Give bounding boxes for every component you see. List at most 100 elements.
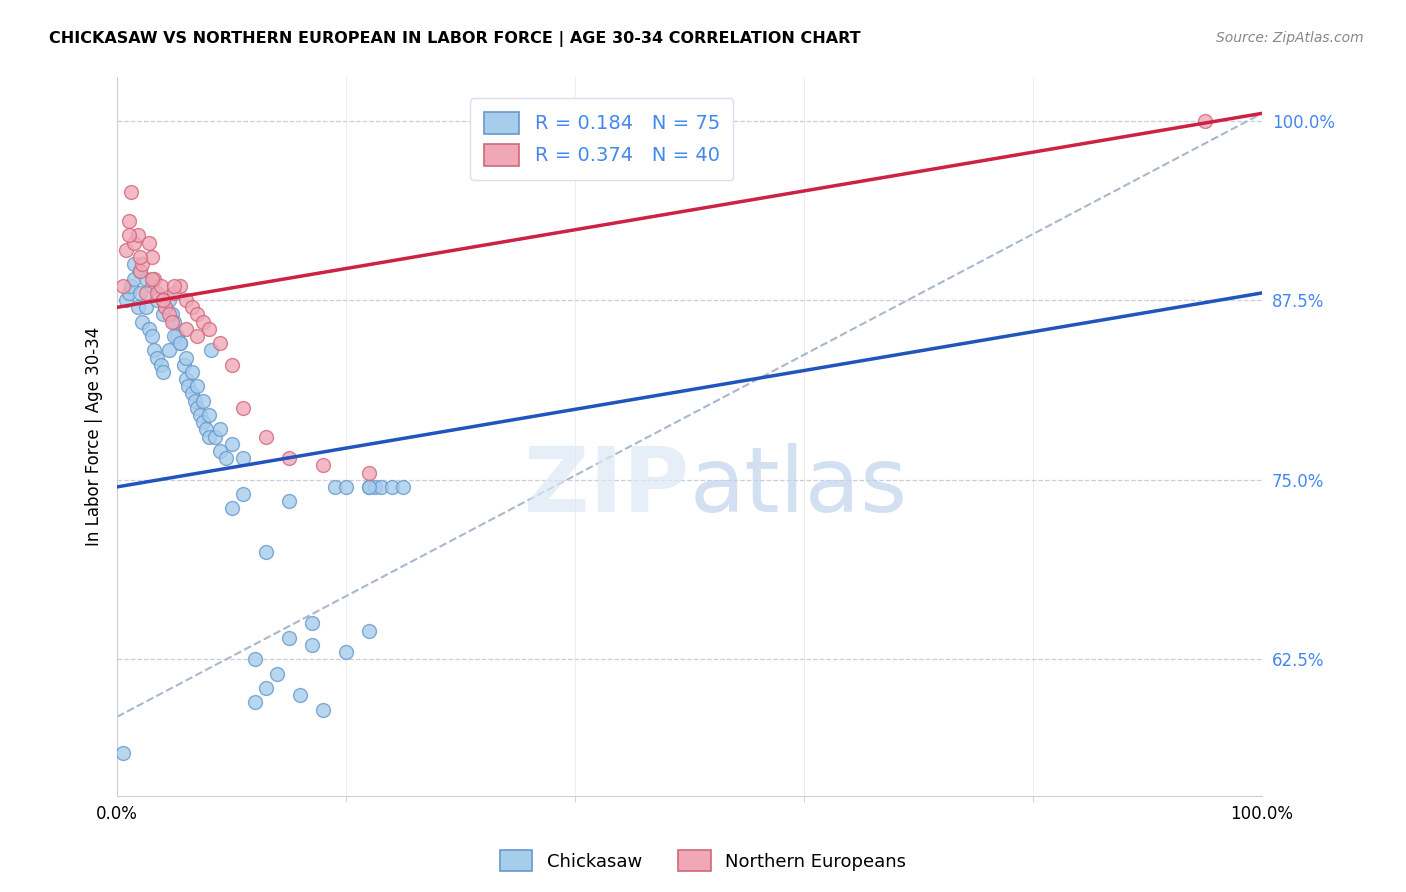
Point <box>266 666 288 681</box>
Point <box>155 301 177 315</box>
Point <box>301 616 323 631</box>
Point <box>209 444 232 458</box>
Point <box>301 638 323 652</box>
Point <box>127 301 149 315</box>
Point <box>117 228 139 243</box>
Point <box>135 285 157 300</box>
Point <box>277 451 299 466</box>
Point <box>169 336 191 351</box>
Point <box>129 264 152 278</box>
Point <box>157 308 180 322</box>
Point <box>186 308 208 322</box>
Point <box>124 257 146 271</box>
Point <box>323 480 346 494</box>
Point <box>357 480 380 494</box>
Point <box>357 480 380 494</box>
Point <box>146 351 169 365</box>
Point <box>129 250 152 264</box>
Point <box>163 329 186 343</box>
Point <box>160 308 183 322</box>
Point <box>163 278 186 293</box>
Point <box>117 214 139 228</box>
Point <box>141 278 163 293</box>
Legend: R = 0.184   N = 75, R = 0.374   N = 40: R = 0.184 N = 75, R = 0.374 N = 40 <box>471 98 734 180</box>
Point <box>169 278 191 293</box>
Point <box>243 652 266 666</box>
Point <box>174 372 197 386</box>
Y-axis label: In Labor Force | Age 30-34: In Labor Force | Age 30-34 <box>86 327 103 546</box>
Point <box>152 365 174 379</box>
Point <box>232 451 254 466</box>
Point <box>124 235 146 250</box>
Point <box>254 429 277 443</box>
Point <box>177 379 200 393</box>
Point <box>335 480 357 494</box>
Point <box>135 301 157 315</box>
Point <box>166 329 188 343</box>
Point <box>141 329 163 343</box>
Point <box>138 322 160 336</box>
Point <box>141 271 163 285</box>
Point <box>180 386 202 401</box>
Point <box>209 422 232 436</box>
Point <box>163 285 186 300</box>
Point <box>186 401 208 415</box>
Point <box>160 315 183 329</box>
Point <box>184 393 207 408</box>
Point <box>191 393 214 408</box>
Point <box>174 322 197 336</box>
Point <box>111 278 134 293</box>
Point <box>129 285 152 300</box>
Point <box>146 285 169 300</box>
Point <box>149 358 172 372</box>
Point <box>115 243 138 257</box>
Point <box>392 480 415 494</box>
Point <box>221 358 243 372</box>
Point <box>277 494 299 508</box>
Text: atlas: atlas <box>689 443 908 531</box>
Point <box>129 264 152 278</box>
Point <box>204 429 226 443</box>
Point <box>131 315 153 329</box>
Point <box>115 293 138 307</box>
Point <box>120 186 142 200</box>
Point <box>209 336 232 351</box>
Text: CHICKASAW VS NORTHERN EUROPEAN IN LABOR FORCE | AGE 30-34 CORRELATION CHART: CHICKASAW VS NORTHERN EUROPEAN IN LABOR … <box>49 31 860 47</box>
Point <box>135 271 157 285</box>
Point <box>188 408 211 422</box>
Point <box>173 358 195 372</box>
Point <box>215 451 238 466</box>
Point <box>195 422 218 436</box>
Point <box>243 695 266 709</box>
Point <box>120 278 142 293</box>
Point <box>357 624 380 638</box>
Point <box>157 343 180 358</box>
Point <box>124 271 146 285</box>
Point <box>254 544 277 558</box>
Point <box>142 271 165 285</box>
Point <box>180 365 202 379</box>
Point <box>191 415 214 429</box>
Point <box>197 322 219 336</box>
Point <box>370 480 392 494</box>
Point <box>180 301 202 315</box>
Point <box>141 250 163 264</box>
Point <box>232 401 254 415</box>
Point <box>312 458 335 473</box>
Point <box>357 466 380 480</box>
Point <box>163 315 186 329</box>
Point <box>221 501 243 516</box>
Point <box>157 293 180 307</box>
Point <box>117 285 139 300</box>
Point <box>146 293 169 307</box>
Point <box>254 681 277 695</box>
Legend: Chickasaw, Northern Europeans: Chickasaw, Northern Europeans <box>492 843 914 879</box>
Point <box>131 257 153 271</box>
Point <box>111 746 134 760</box>
Point <box>197 408 219 422</box>
Point <box>312 702 335 716</box>
Point <box>200 343 222 358</box>
Point <box>186 379 208 393</box>
Point <box>197 429 219 443</box>
Point <box>155 301 177 315</box>
